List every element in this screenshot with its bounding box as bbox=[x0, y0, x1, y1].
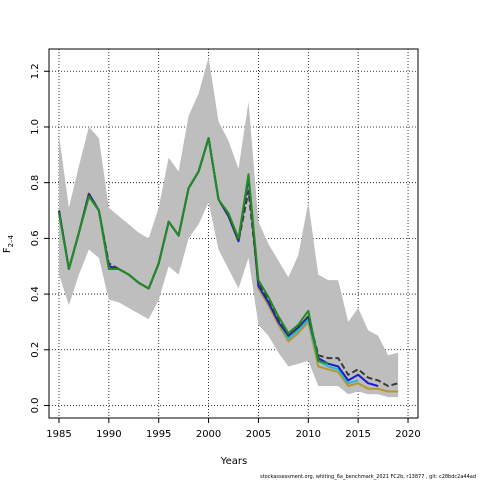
y-tick-label: 1.0 bbox=[30, 119, 41, 135]
x-tick-label: 1995 bbox=[146, 429, 171, 440]
x-axis: 1985 1990 1995 2000 2005 2010 2015 2020 bbox=[46, 418, 421, 440]
y-tick-label: 0.6 bbox=[30, 230, 41, 246]
y-tick-label: 0.4 bbox=[30, 286, 41, 302]
x-tick-label: 2020 bbox=[395, 429, 420, 440]
x-tick-label: 2000 bbox=[196, 429, 221, 440]
uncertainty-band bbox=[59, 57, 399, 398]
footnote: stockassessment.org, whiting_6a_benchmar… bbox=[260, 474, 476, 480]
plot-frame bbox=[48, 48, 419, 419]
x-tick-label: 2010 bbox=[296, 429, 321, 440]
x-tick-label: 1990 bbox=[96, 429, 121, 440]
y-tick-label: 1.2 bbox=[30, 63, 41, 79]
y-axis-title: F2–4 bbox=[2, 234, 15, 253]
y-axis-title-subscript: 2–4 bbox=[7, 234, 15, 247]
y-tick-label: 0.0 bbox=[30, 398, 41, 414]
y-tick-label: 0.8 bbox=[30, 175, 41, 191]
confidence-band bbox=[59, 57, 399, 398]
x-axis-title: Years bbox=[220, 456, 247, 467]
series-line-4 bbox=[58, 137, 399, 387]
series-line-5 bbox=[58, 137, 329, 365]
x-tick-label: 1985 bbox=[46, 429, 71, 440]
x-tick-label: 2005 bbox=[246, 429, 271, 440]
x-tick-label: 2015 bbox=[345, 429, 370, 440]
series-lines bbox=[58, 137, 399, 393]
y-axis: 0.0 0.2 0.4 0.6 0.8 1.0 1.2 bbox=[30, 63, 49, 413]
y-axis-title-main: F bbox=[2, 247, 13, 253]
y-tick-label: 0.2 bbox=[30, 342, 41, 358]
